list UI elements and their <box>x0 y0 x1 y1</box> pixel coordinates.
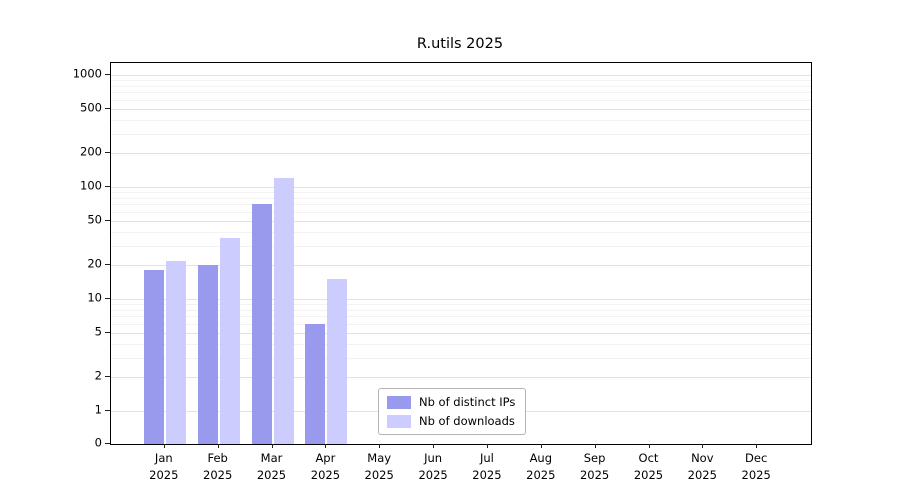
x-tick-mark <box>217 444 219 448</box>
minor-gridline <box>111 245 811 247</box>
x-tick-mark <box>379 444 381 448</box>
bar-distinct-ips <box>251 204 272 444</box>
minor-gridline <box>111 231 811 233</box>
chart-title: R.utils 2025 <box>416 36 504 52</box>
y-tick-label: 5 <box>94 323 102 338</box>
x-tick-mark <box>648 444 650 448</box>
x-tick-label: Sep 2025 <box>579 451 610 482</box>
y-tick-label: 100 <box>80 178 102 193</box>
bar-distinct-ips <box>197 265 218 444</box>
x-tick-label: Jul 2025 <box>472 451 502 482</box>
legend-swatch <box>387 414 411 428</box>
legend-swatch <box>387 395 411 409</box>
bar-downloads <box>273 178 294 444</box>
x-tick-mark <box>702 444 704 448</box>
x-tick-label: Feb 2025 <box>203 451 233 482</box>
y-tick-mark <box>105 219 110 221</box>
minor-gridline <box>111 316 811 318</box>
x-tick-mark <box>540 444 542 448</box>
major-gridline <box>111 299 811 300</box>
legend-item: Nb of downloads <box>387 414 515 428</box>
x-tick-label: Jan 2025 <box>149 451 179 482</box>
x-tick-label: May 2025 <box>364 451 394 482</box>
x-tick-mark <box>325 444 327 448</box>
y-tick-label: 500 <box>80 99 102 114</box>
x-tick-label: Nov 2025 <box>687 451 717 482</box>
y-tick-mark <box>105 107 110 109</box>
x-tick-label: Mar 2025 <box>256 451 287 482</box>
bar-distinct-ips <box>143 270 164 444</box>
bar-downloads <box>327 279 348 444</box>
y-tick-mark <box>105 152 110 154</box>
x-tick-mark <box>433 444 435 448</box>
minor-gridline <box>111 211 811 213</box>
legend-label: Nb of distinct IPs <box>419 395 516 409</box>
minor-gridline <box>111 119 811 121</box>
y-tick-label: 0 <box>94 435 102 450</box>
y-tick-label: 2 <box>94 368 102 383</box>
y-tick-mark <box>105 298 110 299</box>
minor-gridline <box>111 204 811 206</box>
minor-gridline <box>111 357 811 359</box>
major-gridline <box>111 220 811 222</box>
major-gridline <box>111 75 811 76</box>
minor-gridline <box>111 80 811 82</box>
major-gridline <box>111 265 811 267</box>
x-tick-mark <box>756 444 758 448</box>
minor-gridline <box>111 99 811 101</box>
x-tick-mark <box>486 444 488 448</box>
x-tick-mark <box>163 444 165 448</box>
minor-gridline <box>111 133 811 135</box>
x-tick-label: Aug 2025 <box>526 451 556 482</box>
legend: Nb of distinct IPs Nb of downloads <box>378 388 527 435</box>
minor-gridline <box>111 343 811 345</box>
x-tick-label: Dec 2025 <box>741 451 771 482</box>
legend-item: Nb of distinct IPs <box>387 395 515 409</box>
y-tick-mark <box>105 410 110 411</box>
x-tick-label: Oct 2025 <box>633 451 664 482</box>
x-tick-mark <box>594 444 596 448</box>
minor-gridline <box>111 92 811 94</box>
bar-distinct-ips <box>305 323 326 444</box>
y-tick-label: 1 <box>94 402 102 417</box>
y-tick-label: 50 <box>87 211 102 226</box>
y-tick-label: 10 <box>87 290 102 305</box>
minor-gridline <box>111 323 811 325</box>
y-tick-mark <box>105 186 110 187</box>
y-tick-mark <box>105 264 110 266</box>
y-tick-label: 1000 <box>72 66 102 81</box>
x-tick-mark <box>271 444 273 448</box>
x-tick-label: Jun 2025 <box>418 451 448 482</box>
major-gridline <box>111 108 811 110</box>
minor-gridline <box>111 197 811 199</box>
minor-gridline <box>111 85 811 87</box>
major-gridline <box>111 153 811 155</box>
y-tick-mark <box>105 376 110 378</box>
bar-downloads <box>165 260 186 444</box>
y-tick-mark <box>105 74 110 75</box>
major-gridline <box>111 332 811 334</box>
legend-label: Nb of downloads <box>419 414 515 428</box>
y-tick-mark <box>105 331 110 333</box>
bar-downloads <box>219 238 240 444</box>
y-tick-label: 20 <box>87 256 102 271</box>
minor-gridline <box>111 309 811 311</box>
minor-gridline <box>111 192 811 194</box>
y-tick-mark <box>105 443 110 444</box>
x-tick-label: Apr 2025 <box>310 451 341 482</box>
minor-gridline <box>111 304 811 306</box>
major-gridline <box>111 187 811 188</box>
major-gridline <box>111 377 811 379</box>
y-tick-label: 200 <box>80 144 102 159</box>
plot-area <box>110 62 812 445</box>
